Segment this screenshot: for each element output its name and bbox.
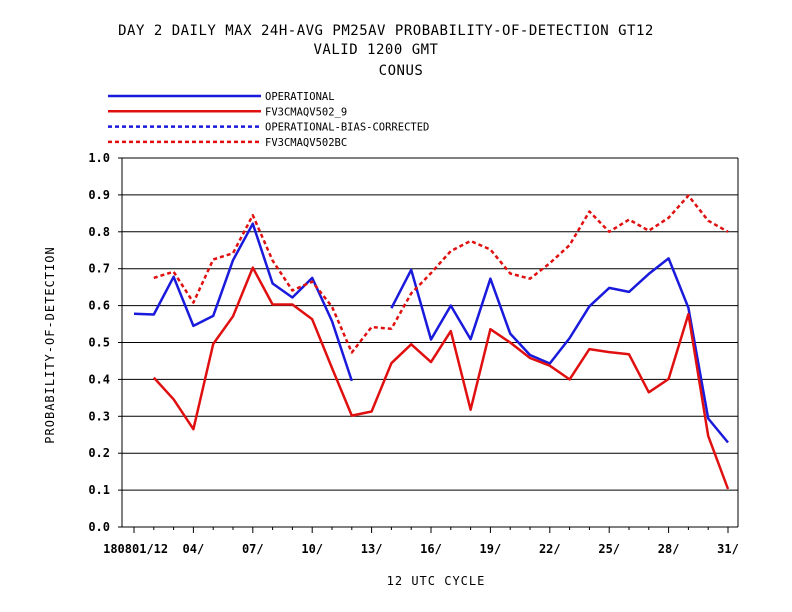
legend-label-operational: OPERATIONAL: [265, 91, 335, 103]
grid: [121, 157, 739, 528]
series-line-operational: [390, 257, 729, 444]
y-tick-label: 0.8: [88, 225, 110, 239]
x-tick-label: 13/: [361, 542, 383, 556]
x-tick-prefix: 1808: [103, 542, 132, 556]
y-tick-label: 0.9: [88, 188, 110, 202]
y-tick-label: 0.6: [88, 299, 110, 313]
legend: OPERATIONAL FV3CMAQV502_9 OPERATIONAL-BIAS…: [108, 91, 429, 149]
x-tick-label: 10/: [301, 542, 323, 556]
series-line-fv3cmaqv502-9: [152, 266, 730, 490]
y-tick-label: 1.0: [88, 151, 110, 165]
y-tick-label: 0.2: [88, 446, 110, 460]
x-tick-label: 04/: [183, 542, 205, 556]
x-tick-label: 07/: [242, 542, 264, 556]
x-tick-label: 22/: [539, 542, 561, 556]
x-tick-label: 16/: [420, 542, 442, 556]
x-axis-label: 12 UTC CYCLE: [387, 574, 486, 588]
x-tick-label: 31/: [717, 542, 739, 556]
y-tick-label: 0.1: [88, 483, 110, 497]
chart-title: DAY 2 DAILY MAX 24H-AVG PM25AV PROBABILI…: [118, 23, 654, 39]
y-tick-label: 0.7: [88, 262, 110, 276]
legend-label-fv3cmaqv502-9: FV3CMAQV502_9: [265, 106, 347, 118]
legend-label-fv3cmaqv502bc: FV3CMAQV502BC: [265, 137, 347, 149]
x-tick-label: 01/12: [132, 542, 168, 556]
chart-subtitle-region: CONUS: [379, 63, 424, 79]
legend-label-operational-bias-corrected: OPERATIONAL-BIAS-CORRECTED: [265, 122, 429, 134]
y-tick-label: 0.4: [88, 372, 110, 386]
y-tick-label: 0.5: [88, 336, 110, 350]
series-line-operational: [133, 222, 353, 382]
x-axis-ticks: 1808 01/12 04/07/10/13/16/19/22/25/28/31/: [103, 527, 739, 556]
series-line-fv3cmaqv502bc: [153, 194, 729, 354]
y-axis-ticks: 0.0 0.1 0.2 0.3 0.4 0.5 0.6 0.7 0.8 0.9 1.0: [88, 151, 122, 534]
y-axis-label: PROBABILITY-OF-DETECTION: [43, 246, 57, 443]
x-tick-label: 28/: [658, 542, 680, 556]
chart-subtitle-valid: VALID 1200 GMT: [313, 42, 438, 58]
y-tick-label: 0.3: [88, 409, 110, 423]
y-tick-label: 0.0: [88, 520, 110, 534]
x-tick-label: 19/: [480, 542, 502, 556]
x-tick-label: 25/: [598, 542, 620, 556]
series-layer: [133, 194, 730, 490]
